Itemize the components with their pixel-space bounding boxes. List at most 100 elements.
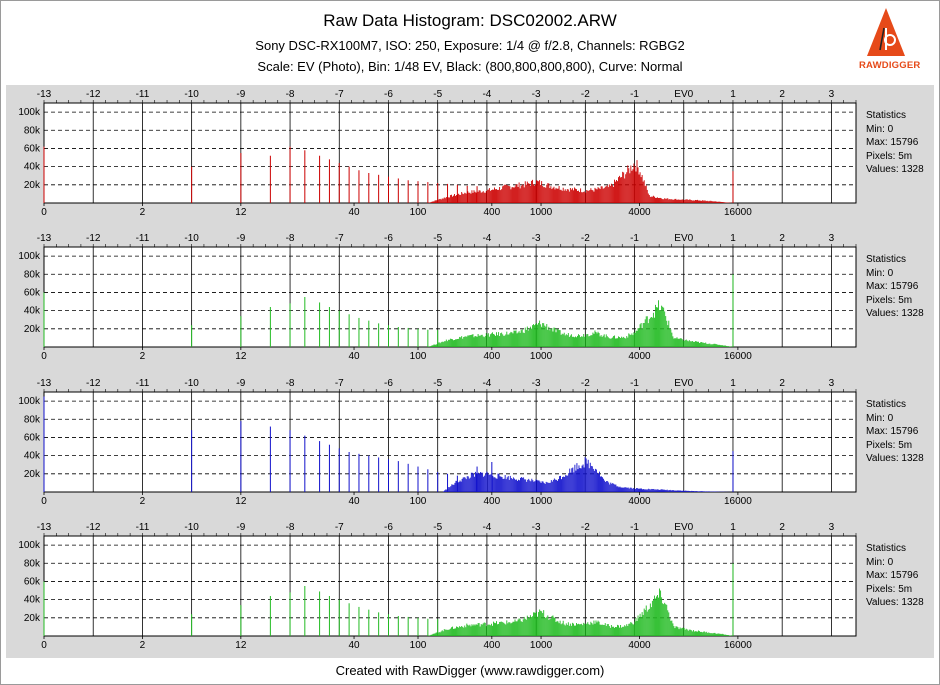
y-tick-label: 80k [24,558,41,569]
ev-tick-label: 2 [779,233,785,244]
y-tick-label: 80k [24,269,41,280]
raw-tick-label: 40 [348,207,360,218]
y-tick-label: 80k [24,125,41,136]
raw-tick-label: 0 [41,640,47,651]
ev-tick-label: -4 [482,522,491,533]
stats-values: Values: 1328 [866,597,924,609]
stats-panel-blue: Statistics Min: 0 Max: 15796 Pixels: 5m … [866,398,924,466]
ev-tick-label: -2 [581,233,590,244]
ev-tick-label: -10 [184,89,199,100]
ev-tick-label: -12 [86,233,101,244]
stats-values: Values: 1328 [866,308,924,320]
raw-tick-label: 1000 [530,640,553,651]
y-tick-label: 60k [24,576,41,587]
ev-tick-label: -5 [433,233,442,244]
ev-tick-label: -4 [482,89,491,100]
ev-tick-label: -13 [37,378,52,389]
raw-tick-label: 100 [410,207,427,218]
logo-triangle-icon [867,8,905,56]
raw-tick-label: 100 [410,351,427,362]
ev-tick-label: -9 [236,233,245,244]
footer-credit: Created with RawDigger (www.rawdigger.co… [335,663,605,678]
ev-tick-label: EV0 [674,89,693,100]
ev-tick-label: -3 [532,378,541,389]
stats-panel-green2: Statistics Min: 0 Max: 15796 Pixels: 5m … [866,542,924,610]
raw-tick-label: 16000 [724,496,752,507]
y-tick-label: 100k [18,396,41,407]
raw-tick-label: 1000 [530,351,553,362]
ev-tick-label: 3 [829,378,835,389]
ev-tick-label: -11 [136,522,150,533]
y-tick-label: 20k [24,180,41,191]
ev-tick-label: -8 [286,89,295,100]
raw-tick-label: 0 [41,207,47,218]
ev-tick-label: -13 [37,233,52,244]
y-tick-label: 60k [24,432,41,443]
stats-panel-red: Statistics Min: 0 Max: 15796 Pixels: 5m … [866,109,924,177]
ev-tick-label: 2 [779,378,785,389]
ev-tick-label: -6 [384,89,393,100]
raw-tick-label: 40 [348,351,360,362]
ev-tick-label: -10 [184,233,199,244]
raw-tick-label: 1000 [530,496,553,507]
stats-panel-green: Statistics Min: 0 Max: 15796 Pixels: 5m … [866,253,924,321]
raw-tick-label: 2 [140,351,146,362]
ev-tick-label: -10 [184,522,199,533]
ev-tick-label: -1 [630,89,639,100]
raw-tick-label: 16000 [724,351,752,362]
raw-tick-label: 400 [483,351,500,362]
ev-tick-label: -2 [581,522,590,533]
camera-info: Sony DSC-RX100M7, ISO: 250, Exposure: 1/… [255,38,685,53]
header: Raw Data Histogram: DSC02002.ARW Sony DS… [1,1,939,79]
raw-tick-label: 12 [235,640,247,651]
ev-tick-label: -3 [532,522,541,533]
ev-tick-label: -1 [630,378,639,389]
ev-tick-label: -7 [335,378,344,389]
ev-tick-label: -10 [184,378,199,389]
ev-tick-label: -11 [136,233,150,244]
plot-area [43,535,857,637]
raw-tick-label: 12 [235,351,247,362]
rawdigger-logo: RAWDIGGER [859,6,920,72]
raw-tick-label: 1000 [530,207,553,218]
ev-tick-label: -5 [433,522,442,533]
ev-tick-label: 3 [829,89,835,100]
y-tick-label: 40k [24,162,41,173]
ev-tick-label: 1 [730,233,736,244]
raw-tick-label: 2 [140,207,146,218]
y-tick-label: 100k [18,107,41,118]
raw-tick-label: 12 [235,207,247,218]
raw-tick-label: 400 [483,640,500,651]
ev-tick-label: -6 [384,233,393,244]
ev-tick-label: -8 [286,522,295,533]
ev-tick-label: -1 [630,522,639,533]
plot-area [43,246,857,348]
raw-tick-label: 4000 [628,496,651,507]
ev-tick-label: -5 [433,89,442,100]
ev-tick-label: 3 [829,233,835,244]
ev-tick-label: 1 [730,378,736,389]
raw-tick-label: 16000 [724,640,752,651]
ev-tick-label: -3 [532,89,541,100]
ev-tick-label: EV0 [674,378,693,389]
chart-title: Raw Data Histogram: DSC02002.ARW [323,11,617,30]
raw-tick-label: 2 [140,640,146,651]
ev-tick-label: 1 [730,522,736,533]
ev-tick-label: -11 [136,378,150,389]
ev-tick-label: -12 [86,378,101,389]
histogram-svg: -13 -12 -11 -10 -9 -8 -7 -6 -5 -4 -3 -2 -1 EV0 1 2 320k4… [18,89,857,651]
raw-tick-label: 0 [41,496,47,507]
ev-tick-label: -8 [286,378,295,389]
histogram-panels: -13 -12 -11 -10 -9 -8 -7 -6 -5 -4 -3 -2 -1 EV0 1 2 3 20k 4… [6,85,934,658]
raw-tick-label: 16000 [724,207,752,218]
stats-max: Max: 15796 [866,137,919,149]
ev-tick-label: 2 [779,89,785,100]
stats-min: Min: 0 [866,556,894,568]
ev-tick-label: 2 [779,522,785,533]
y-tick-label: 40k [24,451,41,462]
ev-tick-label: -5 [433,378,442,389]
y-tick-label: 100k [18,251,41,262]
ev-tick-label: -12 [86,522,101,533]
y-tick-label: 60k [24,287,41,298]
stats-min: Min: 0 [866,412,894,424]
